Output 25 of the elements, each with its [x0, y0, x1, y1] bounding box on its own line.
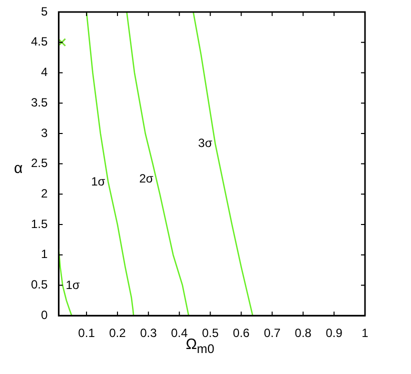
- y-tick-label: 2: [40, 186, 48, 200]
- annotation: 1σ: [91, 174, 106, 188]
- y-tick-label: 3.5: [30, 95, 48, 110]
- x-tick-label: 1: [362, 326, 369, 340]
- x-tick-label: 0.7: [264, 326, 281, 340]
- y-tick-label: 1: [40, 247, 48, 262]
- y-tick-label: 3: [40, 126, 48, 140]
- annotation: 1σ: [66, 278, 80, 292]
- y-axis-title: α: [14, 160, 23, 177]
- x-tick-label: 0.6: [232, 326, 250, 340]
- y-tick-label: 5: [40, 4, 48, 18]
- y-tick-label: 4: [40, 65, 48, 80]
- y-tick-label: 4.5: [30, 34, 48, 49]
- x-tick-label: 0.3: [140, 326, 158, 340]
- y-tick-label: 0: [40, 308, 48, 322]
- y-tick-label: 2.5: [30, 156, 48, 170]
- x-tick-label: 0.2: [109, 326, 126, 340]
- x-tick-label: 0.9: [326, 326, 343, 340]
- annotation: 3σ: [198, 136, 213, 150]
- y-tick-label: 0.5: [30, 278, 48, 292]
- y-tick-label: 1.5: [30, 216, 48, 231]
- x-tick-label: 0.8: [294, 326, 312, 340]
- x-tick-label: 0.4: [171, 326, 188, 340]
- x-tick-label: 0.1: [78, 326, 96, 340]
- annotation: 2σ: [139, 171, 154, 186]
